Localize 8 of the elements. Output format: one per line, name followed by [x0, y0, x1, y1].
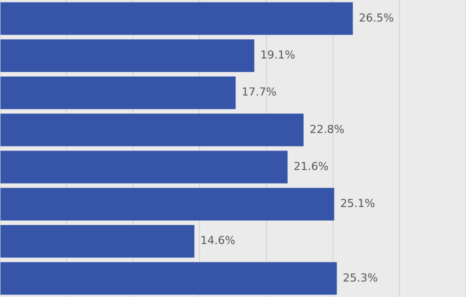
data-label: 14.6%: [200, 234, 236, 248]
data-label: 17.7%: [242, 86, 277, 99]
data-label: 25.3%: [342, 271, 378, 284]
data-label: 22.8%: [310, 122, 345, 136]
data-label: 19.1%: [260, 48, 296, 62]
data-label: 26.5%: [358, 11, 394, 24]
data-label: 25.1%: [340, 197, 376, 210]
data-label: 21.6%: [294, 160, 329, 173]
